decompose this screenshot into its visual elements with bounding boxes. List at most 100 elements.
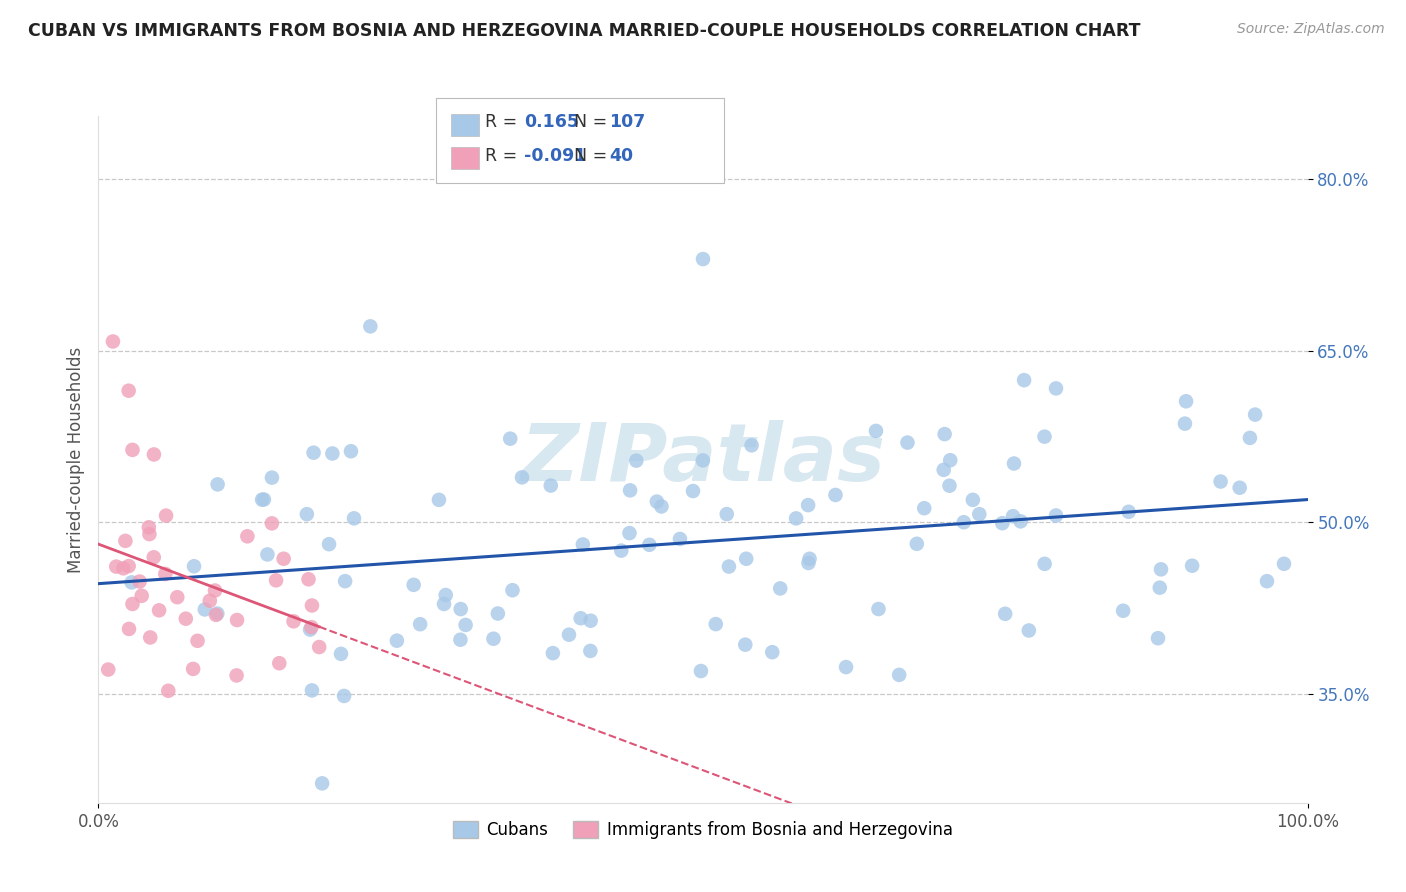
Point	[1181, 558, 1204, 573]
Point	[207, 477, 229, 491]
Point	[434, 588, 457, 602]
Point	[797, 556, 820, 570]
Point	[359, 319, 381, 334]
Point	[1272, 557, 1295, 571]
Point	[138, 527, 160, 541]
Point	[166, 591, 188, 605]
Point	[619, 526, 641, 541]
Point	[734, 638, 756, 652]
Point	[939, 453, 962, 467]
Point	[121, 575, 143, 590]
Point	[510, 470, 533, 484]
Point	[938, 479, 960, 493]
Point	[299, 620, 322, 634]
Point	[128, 574, 150, 589]
Point	[1175, 394, 1198, 409]
Point	[499, 432, 522, 446]
Point	[541, 646, 564, 660]
Point	[824, 488, 846, 502]
Point	[1002, 457, 1025, 471]
Point	[139, 631, 162, 645]
Point	[118, 622, 141, 636]
Point	[962, 492, 984, 507]
Point	[690, 664, 713, 678]
Point	[450, 602, 472, 616]
Point	[318, 537, 340, 551]
Point	[889, 668, 911, 682]
Point	[148, 603, 170, 617]
Point	[295, 507, 318, 521]
Point	[619, 483, 641, 498]
Point	[1174, 417, 1197, 431]
Point	[1010, 514, 1032, 528]
Point	[142, 447, 165, 461]
Point	[797, 498, 820, 512]
Text: 107: 107	[609, 113, 645, 131]
Point	[540, 478, 562, 492]
Point	[121, 442, 143, 457]
Point	[385, 633, 408, 648]
Point	[905, 537, 928, 551]
Point	[301, 683, 323, 698]
Point	[101, 334, 124, 349]
Point	[269, 657, 291, 671]
Point	[155, 508, 177, 523]
Point	[482, 632, 505, 646]
Point	[205, 607, 228, 622]
Point	[1012, 373, 1035, 387]
Point	[299, 623, 322, 637]
Point	[256, 548, 278, 562]
Point	[194, 602, 217, 616]
Point	[454, 618, 477, 632]
Point	[273, 551, 295, 566]
Point	[569, 611, 592, 625]
Point	[427, 492, 450, 507]
Point	[207, 607, 229, 621]
Point	[321, 446, 343, 460]
Point	[645, 494, 668, 508]
Point	[297, 572, 319, 586]
Point	[1033, 557, 1056, 571]
Point	[579, 644, 602, 658]
Point	[761, 645, 783, 659]
Point	[669, 532, 692, 546]
Point	[994, 607, 1017, 621]
Point	[682, 483, 704, 498]
Point	[579, 614, 602, 628]
Point	[118, 559, 141, 574]
Point	[572, 537, 595, 551]
Point	[174, 612, 197, 626]
Point	[250, 492, 273, 507]
Point	[785, 511, 807, 525]
Point	[1002, 509, 1025, 524]
Text: 40: 40	[609, 147, 633, 165]
Point	[799, 551, 821, 566]
Point	[1229, 481, 1251, 495]
Point	[769, 582, 792, 596]
Point	[1118, 505, 1140, 519]
Point	[302, 446, 325, 460]
Point	[225, 668, 247, 682]
Point	[1018, 624, 1040, 638]
Point	[340, 444, 363, 458]
Point	[264, 574, 287, 588]
Point	[105, 559, 128, 574]
Point	[155, 566, 177, 581]
Text: 0.165: 0.165	[524, 113, 579, 131]
Text: R =: R =	[485, 113, 523, 131]
Point	[865, 424, 887, 438]
Point	[1209, 475, 1232, 489]
Point	[991, 516, 1014, 531]
Point	[952, 515, 974, 529]
Point	[121, 597, 143, 611]
Text: Source: ZipAtlas.com: Source: ZipAtlas.com	[1237, 22, 1385, 37]
Point	[1045, 381, 1067, 395]
Point	[896, 435, 918, 450]
Text: ZIPatlas: ZIPatlas	[520, 420, 886, 499]
Y-axis label: Married-couple Households: Married-couple Households	[66, 346, 84, 573]
Point	[1112, 604, 1135, 618]
Point	[969, 507, 991, 521]
Point	[142, 550, 165, 565]
Point	[118, 384, 141, 398]
Point	[236, 529, 259, 543]
